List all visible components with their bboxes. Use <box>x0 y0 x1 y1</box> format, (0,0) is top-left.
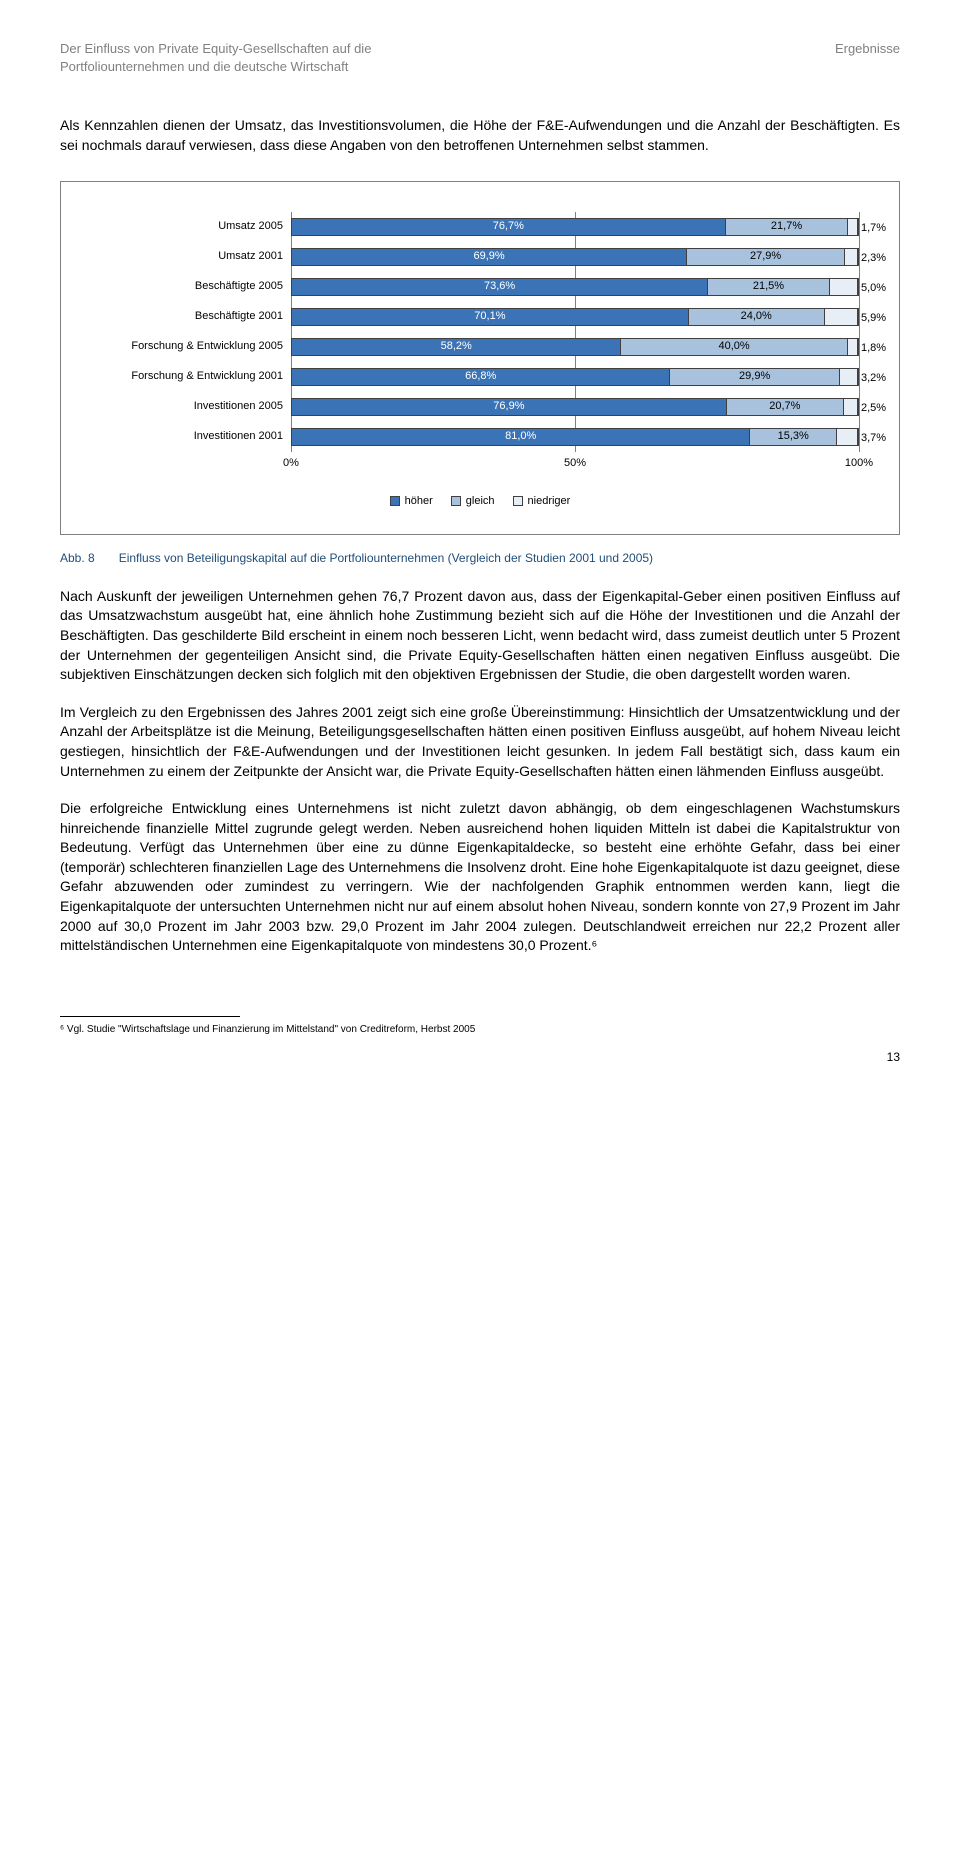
bar-segment: 20,7% <box>727 399 844 415</box>
body-paragraphs: Nach Auskunft der jeweiligen Unternehmen… <box>60 587 900 956</box>
page-number: 13 <box>60 1049 900 1066</box>
bar-segment: 69,9% <box>292 249 687 265</box>
bar-segment: 76,7% <box>292 219 726 235</box>
caption-text: Einfluss von Beteiligungskapital auf die… <box>119 550 653 567</box>
bar-segment-label-outside: 2,3% <box>858 249 886 267</box>
bar-segment: 29,9% <box>670 369 839 385</box>
legend-swatch <box>390 496 400 506</box>
bar-track: 66,8%29,9%3,2% <box>291 368 859 386</box>
bar-segment: 40,0% <box>621 339 847 355</box>
bar-track: 70,1%24,0%5,9% <box>291 308 859 326</box>
legend-swatch <box>513 496 523 506</box>
bar-segment-label-outside: 5,9% <box>858 309 886 327</box>
chart-legend: höher gleich niedriger <box>101 494 859 509</box>
bar-track: 73,6%21,5%5,0% <box>291 278 859 296</box>
bar-segment-label-outside: 3,2% <box>858 369 886 387</box>
bar-segment-label-outside: 1,7% <box>858 219 886 237</box>
figure-caption: Abb. 8 Einfluss von Beteiligungskapital … <box>60 550 900 567</box>
footnote: ⁶ Vgl. Studie "Wirtschaftslage und Finan… <box>60 1023 900 1037</box>
bar-segment-label-outside: 1,8% <box>858 339 886 357</box>
bar-segment <box>845 249 858 265</box>
header-title-right: Ergebnisse <box>835 40 900 76</box>
bar-segment-label-outside: 2,5% <box>858 399 886 417</box>
bar-segment <box>837 429 858 445</box>
chart-bars-area: 76,7%21,7%1,7% 69,9%27,9%2,3% 73,6%21,5%5,… <box>291 212 859 474</box>
chart-category-label: Investitionen 2001 <box>101 422 291 452</box>
bar-segment <box>848 339 858 355</box>
bar-segment: 21,5% <box>708 279 830 295</box>
bar-segment: 70,1% <box>292 309 689 325</box>
bar-track: 69,9%27,9%2,3% <box>291 248 859 266</box>
caption-label: Abb. 8 <box>60 550 95 567</box>
bar-segment: 15,3% <box>750 429 837 445</box>
x-axis-tick: 100% <box>845 456 873 471</box>
bar-segment: 27,9% <box>687 249 845 265</box>
chart-bar-row: 73,6%21,5%5,0% <box>291 272 859 302</box>
chart-y-labels: Umsatz 2005Umsatz 2001Beschäftigte 2005B… <box>101 212 291 474</box>
bar-segment-label-outside: 5,0% <box>858 279 886 297</box>
chart-category-label: Umsatz 2005 <box>101 212 291 242</box>
x-axis-tick: 0% <box>283 456 299 471</box>
bar-segment: 73,6% <box>292 279 708 295</box>
legend-label: gleich <box>466 494 495 509</box>
x-axis-tick: 50% <box>564 456 586 471</box>
bar-segment: 81,0% <box>292 429 750 445</box>
chart-bar-row: 81,0%15,3%3,7% <box>291 422 859 452</box>
chart-bar-row: 69,9%27,9%2,3% <box>291 242 859 272</box>
legend-item: gleich <box>451 494 495 509</box>
legend-swatch <box>451 496 461 506</box>
legend-label: niedriger <box>528 494 571 509</box>
bar-segment <box>825 309 858 325</box>
bar-track: 81,0%15,3%3,7% <box>291 428 859 446</box>
legend-item: höher <box>390 494 433 509</box>
chart-category-label: Beschäftigte 2001 <box>101 302 291 332</box>
bar-segment <box>844 399 858 415</box>
bar-track: 58,2%40,0%1,8% <box>291 338 859 356</box>
bar-segment-label-outside: 3,7% <box>858 429 886 447</box>
bar-segment: 24,0% <box>689 309 825 325</box>
chart-bars: 76,7%21,7%1,7% 69,9%27,9%2,3% 73,6%21,5%5,… <box>291 212 859 452</box>
bar-track: 76,9%20,7%2,5% <box>291 398 859 416</box>
body-paragraph: Die erfolgreiche Entwicklung eines Unter… <box>60 799 900 956</box>
chart-category-label: Investitionen 2005 <box>101 392 291 422</box>
legend-label: höher <box>405 494 433 509</box>
chart-category-label: Forschung & Entwicklung 2001 <box>101 362 291 392</box>
chart-container: Umsatz 2005Umsatz 2001Beschäftigte 2005B… <box>60 181 900 535</box>
body-paragraph: Im Vergleich zu den Ergebnissen des Jahr… <box>60 703 900 781</box>
chart-category-label: Umsatz 2001 <box>101 242 291 272</box>
legend-item: niedriger <box>513 494 571 509</box>
bar-segment <box>848 219 858 235</box>
bar-track: 76,7%21,7%1,7% <box>291 218 859 236</box>
bar-segment: 76,9% <box>292 399 727 415</box>
chart-area: Umsatz 2005Umsatz 2001Beschäftigte 2005B… <box>101 212 859 474</box>
bar-segment: 21,7% <box>726 219 849 235</box>
chart-bar-row: 70,1%24,0%5,9% <box>291 302 859 332</box>
intro-paragraph: Als Kennzahlen dienen der Umsatz, das In… <box>60 116 900 155</box>
bar-segment <box>830 279 858 295</box>
header-title-left: Der Einfluss von Private Equity-Gesellsc… <box>60 40 480 76</box>
chart-bar-row: 66,8%29,9%3,2% <box>291 362 859 392</box>
body-paragraph: Nach Auskunft der jeweiligen Unternehmen… <box>60 587 900 685</box>
chart-bar-row: 76,7%21,7%1,7% <box>291 212 859 242</box>
chart-bar-row: 76,9%20,7%2,5% <box>291 392 859 422</box>
chart-bar-row: 58,2%40,0%1,8% <box>291 332 859 362</box>
chart-category-label: Beschäftigte 2005 <box>101 272 291 302</box>
bar-segment <box>840 369 858 385</box>
bar-segment: 66,8% <box>292 369 670 385</box>
footnote-separator <box>60 1016 240 1017</box>
chart-x-axis: 0%50%100% <box>291 456 859 474</box>
page-header: Der Einfluss von Private Equity-Gesellsc… <box>60 40 900 76</box>
bar-segment: 58,2% <box>292 339 621 355</box>
chart-category-label: Forschung & Entwicklung 2005 <box>101 332 291 362</box>
